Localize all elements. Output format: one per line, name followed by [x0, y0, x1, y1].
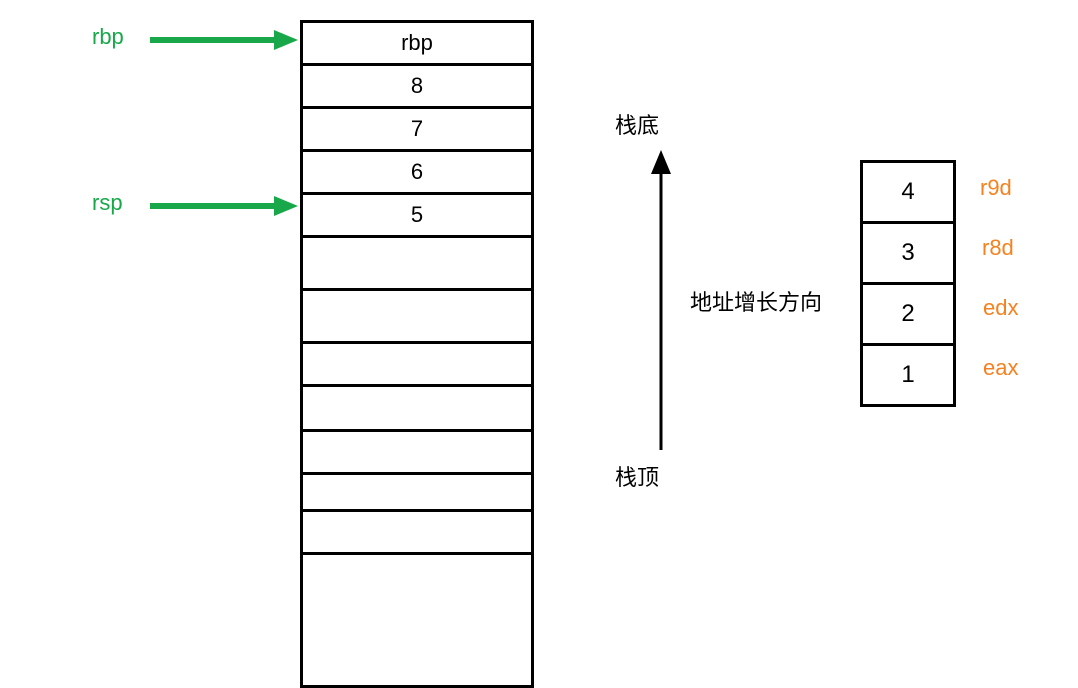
reg-label-r9d: r9d [980, 175, 1012, 201]
stack-cell-label: rbp [401, 30, 433, 56]
label-stack-bottom: 栈底 [615, 108, 659, 140]
register-cell: 3 [863, 224, 953, 285]
arrow-rbp [150, 28, 300, 52]
label-stack-top: 栈顶 [615, 460, 659, 492]
stack-cell: 8 [303, 66, 531, 109]
arrow-rsp [150, 194, 300, 218]
stack-cell-label: 5 [411, 202, 423, 228]
reg-label-edx-text: edx [983, 295, 1018, 320]
stack-container: rbp 8 7 6 5 [300, 20, 534, 688]
registers-container: 4 3 2 1 [860, 160, 956, 407]
reg-label-r8d: r8d [982, 235, 1014, 261]
arrow-rsp-icon [150, 194, 300, 218]
stack-cell-label: 8 [411, 73, 423, 99]
reg-label-edx: edx [983, 295, 1018, 321]
register-cell: 1 [863, 346, 953, 404]
ptr-label-rsp: rsp [92, 190, 123, 216]
ptr-label-rbp-text: rbp [92, 24, 124, 49]
stack-cell [303, 432, 531, 475]
diagram-canvas: rbp rsp rbp 8 7 6 5 [0, 0, 1078, 684]
label-stack-bottom-text: 栈底 [615, 113, 659, 138]
stack-cell: 6 [303, 152, 531, 195]
stack-cell [303, 387, 531, 432]
register-cell: 4 [863, 163, 953, 224]
stack-cell: rbp [303, 23, 531, 66]
stack-cell [303, 291, 531, 344]
direction-arrow [648, 150, 674, 450]
ptr-label-rbp: rbp [92, 24, 124, 50]
register-cell-value: 4 [901, 178, 914, 206]
register-cell-value: 2 [901, 300, 914, 328]
stack-cell [303, 238, 531, 291]
register-cell-value: 3 [901, 239, 914, 267]
stack-cell: 5 [303, 195, 531, 238]
register-cell: 2 [863, 285, 953, 346]
stack-cell [303, 555, 531, 685]
reg-label-r9d-text: r9d [980, 175, 1012, 200]
register-cell-value: 1 [901, 361, 914, 389]
stack-cell [303, 512, 531, 555]
stack-cell: 7 [303, 109, 531, 152]
arrow-rbp-icon [150, 28, 300, 52]
label-direction-text: 地址增长方向 [690, 290, 822, 315]
arrow-up-icon [648, 150, 674, 450]
reg-label-eax-text: eax [983, 355, 1018, 380]
stack-cell-label: 7 [411, 116, 423, 142]
reg-label-r8d-text: r8d [982, 235, 1014, 260]
reg-label-eax: eax [983, 355, 1018, 381]
stack-cell-label: 6 [411, 159, 423, 185]
stack-cell [303, 475, 531, 512]
ptr-label-rsp-text: rsp [92, 190, 123, 215]
stack-cell [303, 344, 531, 387]
label-stack-top-text: 栈顶 [615, 465, 659, 490]
label-direction: 地址增长方向 [690, 285, 822, 317]
